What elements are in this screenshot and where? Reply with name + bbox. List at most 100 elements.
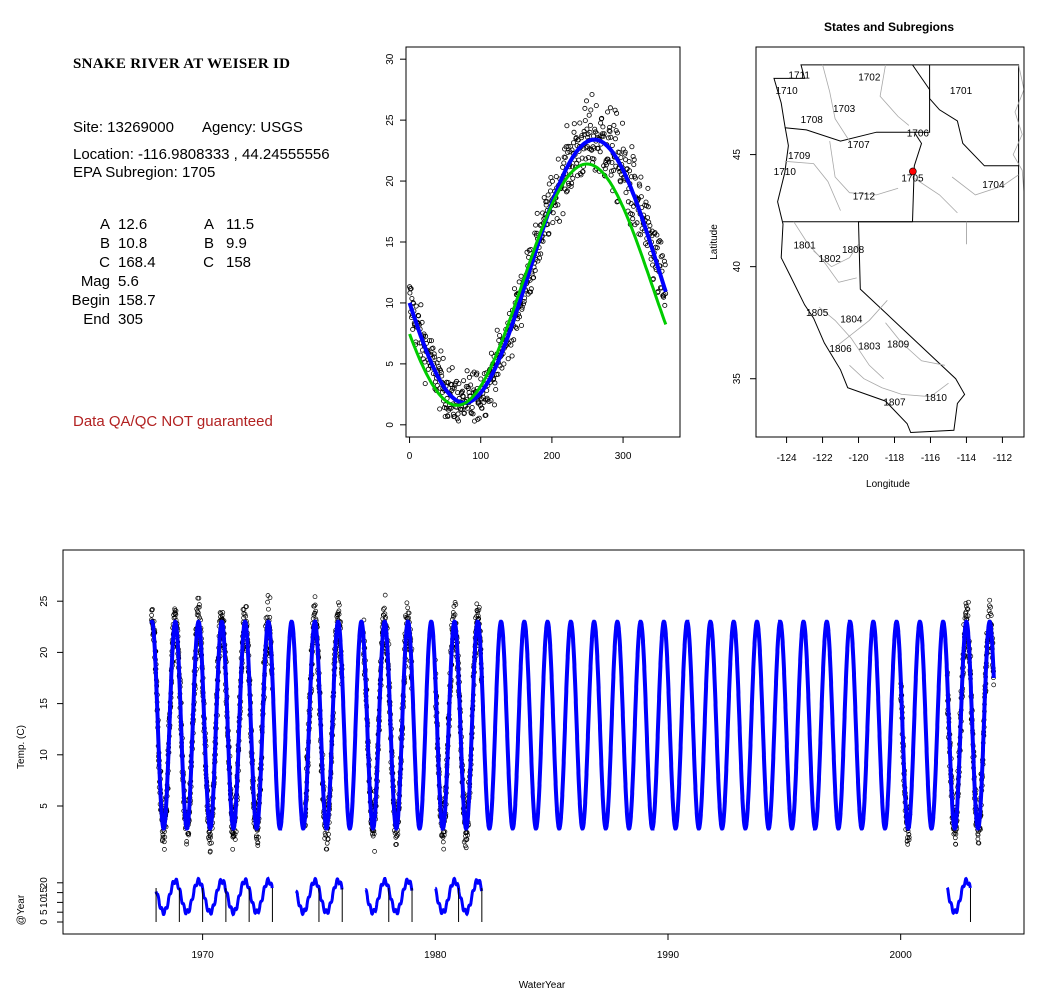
data-point [459,407,465,413]
seasonal-axes: 0 100 200 300 0 5 10 15 20 25 30 [385,46,681,462]
data-point [659,253,665,259]
data-point [662,262,668,268]
data-point [438,369,444,375]
data-point [566,180,572,186]
data-point [555,202,561,208]
data-point [608,172,614,178]
data-point [511,337,517,343]
data-point [561,160,567,166]
data-point [562,154,568,160]
data-point [564,123,570,129]
data-point [468,382,474,388]
data-point [564,188,570,194]
data-point [618,155,624,161]
data-point [545,192,551,198]
data-point [455,411,461,417]
site-id: Site: 13269000 [73,119,174,136]
data-point [531,275,537,281]
data-point [409,295,415,301]
data-point [605,109,611,115]
location: Location: -116.9808333 , 44.24555556 [73,146,330,163]
data-point [407,290,413,296]
data-point [608,134,614,140]
data-point [448,405,454,411]
data-point [647,223,653,229]
data-point [588,107,594,113]
data-point [569,147,575,153]
data-point [517,314,523,320]
data-point [553,203,559,209]
data-point [638,232,644,238]
data-point [446,405,452,411]
data-point [497,332,503,338]
data-point [434,382,440,388]
data-point [583,145,589,151]
data-point [550,220,556,226]
data-point [623,190,629,196]
data-point [418,302,424,308]
data-point [460,393,466,399]
data-point [607,128,613,134]
data-point [443,402,449,408]
data-point [592,126,598,132]
data-point [450,411,456,417]
data-point [483,412,489,418]
x-tick-label: 200 [544,451,561,462]
data-point [466,374,472,380]
data-point [555,156,561,162]
data-point [546,181,552,187]
param-label: B [99,235,110,252]
data-point [432,354,438,360]
data-point [541,195,547,201]
data-point [605,135,611,141]
param-label: End [83,311,110,328]
data-point [657,238,663,244]
data-point [431,351,437,357]
data-point [570,175,576,181]
data-point [528,286,534,292]
data-point [614,110,620,116]
data-point [631,203,637,209]
data-point [582,131,588,137]
data-point [618,179,624,185]
data-point [549,178,555,184]
data-point [630,153,636,159]
data-point [518,273,524,279]
data-point [479,405,485,411]
data-point [628,200,634,206]
data-point [606,159,612,165]
data-point [513,324,519,330]
param-value: 9.9 [226,235,247,252]
data-point [456,381,462,387]
data-point [645,185,651,191]
data-point [620,120,626,126]
x-tick-label: 100 [472,451,489,462]
data-point [442,414,448,420]
data-point [643,199,649,205]
data-point [611,122,617,128]
data-point [459,388,465,394]
y-tick-label: 15 [385,236,396,248]
data-point [461,410,467,416]
param-value: 10.8 [118,235,148,252]
data-point [540,210,546,216]
data-point [632,175,638,181]
data-point [607,125,613,131]
data-point [638,174,644,180]
x-tick-label: 0 [407,451,413,462]
data-point [514,325,520,331]
data-point [519,304,525,310]
data-point [437,385,443,391]
data-point [565,149,571,155]
param-label: Mag [80,273,110,290]
data-point [582,105,588,111]
data-point [477,402,483,408]
data-point [658,254,664,260]
data-point [505,356,511,362]
disclaimer: Data QA/QC NOT guaranteed [73,413,273,430]
y-tick-label: 20 [385,175,396,187]
data-point [532,267,538,273]
param-label: C [203,254,214,271]
data-point [598,120,604,126]
